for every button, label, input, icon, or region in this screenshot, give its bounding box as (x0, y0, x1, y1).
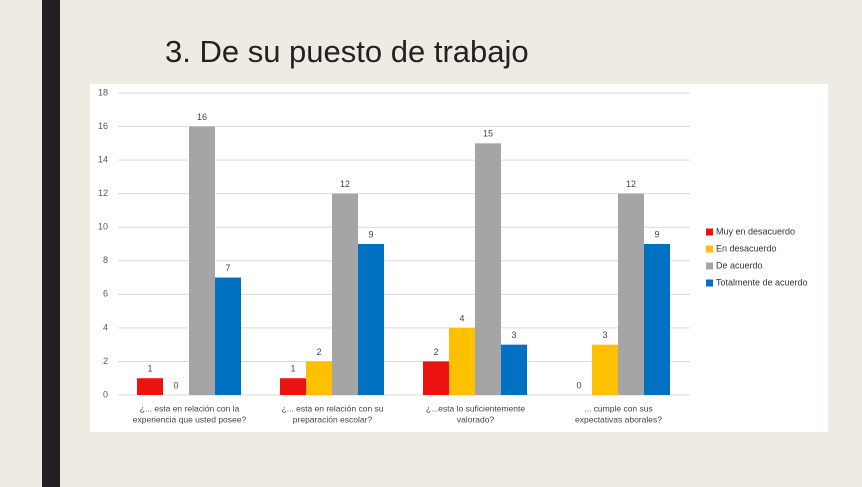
y-tick-label: 6 (103, 289, 108, 299)
y-tick-label: 12 (98, 188, 108, 198)
bar (189, 126, 215, 396)
bar (592, 344, 618, 395)
data-label: 12 (626, 179, 636, 189)
chart-title: 3. De su puesto de trabajo (165, 34, 529, 69)
data-label: 2 (316, 347, 321, 357)
y-tick-label: 18 (98, 87, 108, 97)
x-tick-label: preparación escolar? (293, 414, 373, 424)
data-label: 1 (290, 364, 295, 374)
legend-swatch (706, 279, 713, 287)
x-tick-label: expectativas aborales? (575, 414, 662, 424)
y-tick-label: 10 (98, 222, 108, 232)
bar (475, 143, 501, 395)
legend-label: Totalmente de acuerdo (716, 277, 808, 287)
x-tick-label: ... cumple con sus (584, 403, 653, 413)
bar (306, 361, 332, 395)
bar (137, 378, 163, 395)
y-tick-label: 14 (98, 154, 108, 164)
y-tick-label: 8 (103, 255, 108, 265)
legend-label: En desacuerdo (716, 243, 777, 253)
bar (215, 277, 241, 395)
data-label: 7 (225, 263, 230, 273)
y-tick-label: 0 (103, 389, 108, 399)
data-label: 9 (368, 229, 373, 239)
data-label: 3 (511, 330, 516, 340)
legend-label: De acuerdo (716, 260, 763, 270)
x-tick-label: ¿... esta en relación con su (281, 403, 383, 413)
data-label: 0 (173, 380, 178, 390)
bar (618, 193, 644, 395)
y-tick-label: 16 (98, 121, 108, 131)
legend-swatch (706, 262, 713, 270)
legend-swatch (706, 228, 713, 236)
bar (449, 327, 475, 395)
bar (280, 378, 306, 395)
y-tick-label: 2 (103, 356, 108, 366)
x-tick-label: ¿...esta lo suficientemente (426, 403, 525, 413)
x-tick-label: ¿... esta en relación con la (140, 403, 240, 413)
bar (358, 244, 384, 395)
data-label: 0 (576, 380, 581, 390)
x-tick-label: experiencia que usted posee? (133, 414, 247, 424)
side-bar (42, 0, 60, 487)
data-label: 12 (340, 179, 350, 189)
x-tick-label: valorado? (457, 414, 495, 424)
bar (332, 193, 358, 395)
data-label: 1 (147, 364, 152, 374)
legend-label: Muy en desacuerdo (716, 226, 795, 236)
bar (423, 361, 449, 395)
data-label: 16 (197, 112, 207, 122)
data-label: 2 (433, 347, 438, 357)
bar (501, 344, 527, 395)
data-label: 3 (602, 330, 607, 340)
legend-swatch (706, 245, 713, 253)
data-label: 4 (459, 313, 464, 323)
y-tick-label: 4 (103, 322, 108, 332)
bar (644, 244, 670, 395)
data-label: 15 (483, 129, 493, 139)
data-label: 9 (654, 229, 659, 239)
